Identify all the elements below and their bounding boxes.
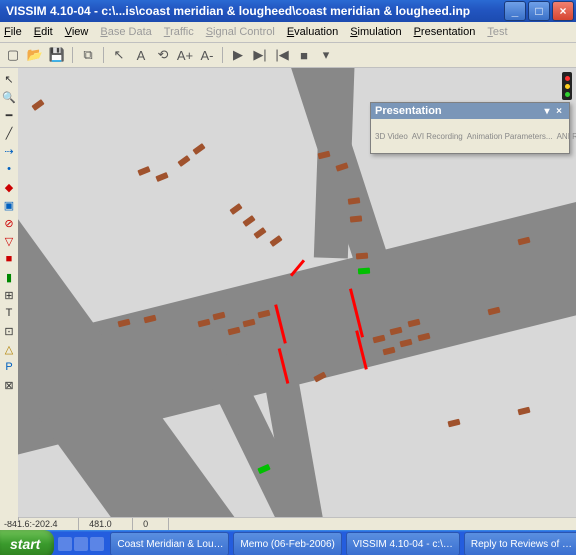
menu-edit[interactable]: Edit	[34, 26, 53, 38]
taskbar-task[interactable]: Reply to Reviews of …	[464, 532, 576, 555]
vehicle	[155, 172, 168, 182]
vehicle	[356, 253, 368, 260]
presentation-panel-title[interactable]: Presentation ▾ ×	[371, 103, 569, 119]
panel-item[interactable]: Animation Parameters...	[467, 132, 553, 141]
quick-launch-icon[interactable]	[74, 537, 88, 551]
panel-dropdown-icon[interactable]: ▾	[541, 106, 553, 117]
menu-traffic: Traffic	[164, 26, 194, 38]
vehicle	[517, 407, 530, 416]
toolbar-select-button[interactable]: ↖	[110, 46, 128, 64]
vehicle	[350, 215, 363, 222]
toolbar-separator	[72, 47, 73, 63]
panel-item[interactable]: AVI Recording	[412, 132, 463, 141]
side-toolbar: ↖ 🔍 ━ ╱ ⇢ • ◆ ▣ ⊘ ▽ ■ ▮ ⊞ T ⊡ △ P ⊠	[0, 68, 19, 521]
sidetool-detector[interactable]: ⊞	[2, 288, 16, 302]
sidetool-link[interactable]: ━	[2, 108, 16, 122]
window-title: VISSIM 4.10-04 - c:\...is\coast meridian…	[2, 4, 502, 18]
panel-close-icon[interactable]: ×	[553, 106, 565, 117]
signal-light	[565, 92, 570, 97]
sidetool-text[interactable]: T	[2, 306, 16, 320]
sidetool-no-entry[interactable]: ⊘	[2, 216, 16, 230]
menu-view[interactable]: View	[65, 26, 89, 38]
minimize-button[interactable]: _	[504, 1, 526, 21]
taskbar-task[interactable]: Coast Meridian & Lou…	[110, 532, 229, 555]
panel-item[interactable]: 3D Video	[375, 132, 408, 141]
toolbar-new-button[interactable]: ▢	[4, 46, 22, 64]
menu-file[interactable]: File	[4, 26, 22, 38]
toolbar-copy-button[interactable]: ⧉	[79, 46, 97, 64]
taskbar-task[interactable]: VISSIM 4.10-04 - c:\…	[346, 532, 460, 555]
toolbar-open-button[interactable]: 📂	[26, 46, 44, 64]
simulation-canvas[interactable]: Presentation ▾ × 3D Video AVI Recording …	[18, 68, 576, 517]
sidetool-parking[interactable]: P	[2, 360, 16, 374]
vehicle	[31, 99, 44, 111]
statusbar: -841.6:-202.4 481.0 0	[0, 517, 576, 530]
start-button[interactable]: start	[0, 530, 54, 555]
sidetool-transit-stop[interactable]: ⊠	[2, 378, 16, 392]
menu-evaluation[interactable]: Evaluation	[287, 26, 338, 38]
presentation-panel-label: Presentation	[375, 105, 541, 117]
menu-base-data: Base Data	[100, 26, 151, 38]
vehicle	[358, 268, 370, 275]
toolbar-menu-button[interactable]: ▾	[317, 46, 335, 64]
quick-launch	[58, 537, 104, 551]
vehicle	[177, 155, 190, 167]
menubar: File Edit View Base Data Traffic Signal Contr…	[0, 22, 576, 43]
quick-launch-icon[interactable]	[90, 537, 104, 551]
taskbar: start Coast Meridian & Lou…Memo (06-Feb-…	[0, 530, 576, 555]
menu-test: Test	[487, 26, 507, 38]
sidetool-signal-head[interactable]: ▮	[2, 270, 16, 284]
vehicle	[253, 227, 266, 239]
vehicle	[137, 166, 150, 176]
work-area: ↖ 🔍 ━ ╱ ⇢ • ◆ ▣ ⊘ ▽ ■ ▮ ⊞ T ⊡ △ P ⊠ Presentation ▾ × 3D V…	[0, 68, 576, 517]
status-val2: 0	[143, 518, 169, 530]
sidetool-speed[interactable]: ◆	[2, 180, 16, 194]
titlebar: VISSIM 4.10-04 - c:\...is\coast meridian…	[0, 0, 576, 22]
toolbar-text-button[interactable]: A	[132, 46, 150, 64]
traffic-signal-icon	[562, 72, 572, 100]
sidetool-route[interactable]: ⇢	[2, 144, 16, 158]
toolbar-zoom-in-button[interactable]: A+	[176, 46, 194, 64]
menu-signal-control: Signal Control	[206, 26, 275, 38]
toolbar-separator	[103, 47, 104, 63]
signal-light	[565, 76, 570, 81]
toolbar-play-button[interactable]: ▶	[229, 46, 247, 64]
signal-light	[565, 84, 570, 89]
sidetool-vehicle-input[interactable]: •	[2, 162, 16, 176]
toolbar-stop-button[interactable]: ■	[295, 46, 313, 64]
maximize-button[interactable]: □	[528, 1, 550, 21]
presentation-panel[interactable]: Presentation ▾ × 3D Video AVI Recording …	[370, 102, 570, 154]
toolbar: ▢📂💾 ⧉ ↖A⟲A+A- ▶▶||◀■▾	[0, 43, 576, 68]
sidetool-zoom[interactable]: 🔍	[2, 90, 16, 104]
taskbar-task[interactable]: Memo (06-Feb-2006)	[233, 532, 341, 555]
vehicle	[192, 143, 205, 155]
quick-launch-icon[interactable]	[58, 537, 72, 551]
sidetool-yield[interactable]: ▽	[2, 234, 16, 248]
sidetool-conflict[interactable]: △	[2, 342, 16, 356]
vehicle	[269, 235, 282, 247]
vehicle	[447, 419, 460, 428]
toolbar-separator	[222, 47, 223, 63]
toolbar-step-fwd-button[interactable]: ▶|	[251, 46, 269, 64]
vehicle	[229, 203, 242, 215]
sidetool-pointer[interactable]: ↖	[2, 72, 16, 86]
sidetool-stop-sign[interactable]: ■	[2, 252, 16, 266]
toolbar-zoom-out-button[interactable]: A-	[198, 46, 216, 64]
toolbar-step-back-button[interactable]: |◀	[273, 46, 291, 64]
sidetool-connector[interactable]: ╱	[2, 126, 16, 140]
presentation-panel-body: 3D Video AVI Recording Animation Paramet…	[371, 119, 569, 153]
menu-simulation[interactable]: Simulation	[350, 26, 401, 38]
panel-item[interactable]: ANI Recording	[557, 132, 576, 141]
status-val1: 481.0	[89, 518, 133, 530]
vehicle	[242, 215, 255, 227]
sidetool-section[interactable]: ⊡	[2, 324, 16, 338]
toolbar-rotate-button[interactable]: ⟲	[154, 46, 172, 64]
toolbar-save-button[interactable]: 💾	[48, 46, 66, 64]
close-button[interactable]: ×	[552, 1, 574, 21]
menu-presentation[interactable]: Presentation	[414, 26, 476, 38]
sidetool-desired-speed[interactable]: ▣	[2, 198, 16, 212]
